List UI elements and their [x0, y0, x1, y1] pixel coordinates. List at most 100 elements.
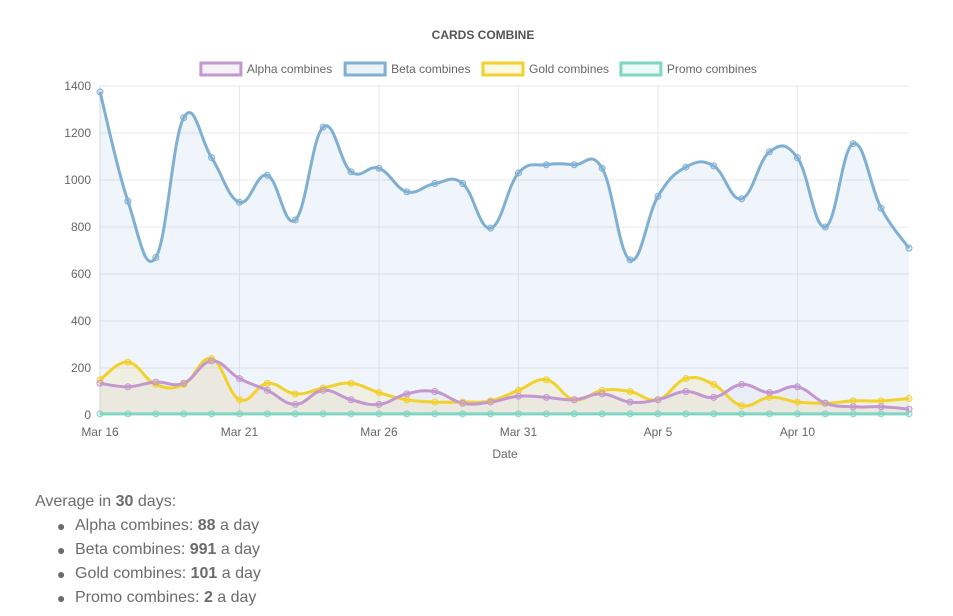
data-point[interactable]: [403, 410, 411, 418]
data-point[interactable]: [766, 393, 774, 401]
data-point[interactable]: [542, 393, 550, 401]
data-point[interactable]: [375, 400, 383, 408]
data-point[interactable]: [347, 396, 355, 404]
data-point[interactable]: [208, 355, 216, 363]
data-point[interactable]: [180, 410, 188, 418]
data-point[interactable]: [654, 410, 662, 418]
data-point[interactable]: [487, 224, 495, 232]
data-point[interactable]: [459, 399, 467, 407]
chart-legend[interactable]: Alpha combines Beta combines Gold combines…: [199, 61, 757, 77]
data-point[interactable]: [738, 380, 746, 388]
data-point[interactable]: [598, 410, 606, 418]
data-point[interactable]: [710, 410, 718, 418]
data-point[interactable]: [487, 398, 495, 406]
data-point[interactable]: [124, 358, 132, 366]
data-point[interactable]: [235, 375, 243, 383]
data-point[interactable]: [319, 123, 327, 131]
data-point[interactable]: [598, 386, 606, 394]
data-point[interactable]: [459, 180, 467, 188]
data-point[interactable]: [849, 410, 857, 418]
data-point[interactable]: [877, 397, 885, 405]
data-point[interactable]: [431, 410, 439, 418]
data-point[interactable]: [375, 164, 383, 172]
data-point[interactable]: [877, 403, 885, 411]
data-point[interactable]: [793, 398, 801, 406]
data-point[interactable]: [263, 171, 271, 179]
data-point[interactable]: [152, 410, 160, 418]
data-point[interactable]: [710, 393, 718, 401]
data-point[interactable]: [403, 396, 411, 404]
data-point[interactable]: [766, 389, 774, 397]
data-point[interactable]: [654, 396, 662, 404]
data-point[interactable]: [124, 383, 132, 391]
legend-item[interactable]: Promo combines: [619, 61, 757, 77]
data-point[interactable]: [208, 410, 216, 418]
data-point[interactable]: [570, 161, 578, 169]
data-point[interactable]: [291, 216, 299, 224]
data-point[interactable]: [821, 399, 829, 407]
data-point[interactable]: [710, 380, 718, 388]
data-point[interactable]: [514, 392, 522, 400]
data-point[interactable]: [347, 410, 355, 418]
data-point[interactable]: [403, 188, 411, 196]
data-point[interactable]: [793, 383, 801, 391]
data-point[interactable]: [152, 380, 160, 388]
data-point[interactable]: [542, 161, 550, 169]
data-point[interactable]: [793, 410, 801, 418]
data-point[interactable]: [514, 410, 522, 418]
data-point[interactable]: [124, 410, 132, 418]
data-point[interactable]: [542, 376, 550, 384]
data-point[interactable]: [319, 384, 327, 392]
data-point[interactable]: [766, 148, 774, 156]
data-point[interactable]: [682, 375, 690, 383]
data-point[interactable]: [431, 388, 439, 395]
data-point[interactable]: [96, 379, 104, 387]
data-point[interactable]: [626, 398, 634, 406]
data-point[interactable]: [431, 398, 439, 406]
data-point[interactable]: [208, 154, 216, 162]
data-point[interactable]: [291, 390, 299, 398]
data-point[interactable]: [459, 410, 467, 418]
data-point[interactable]: [291, 400, 299, 408]
data-point[interactable]: [598, 390, 606, 398]
series-points[interactable]: [96, 88, 913, 418]
data-point[interactable]: [180, 379, 188, 387]
data-point[interactable]: [152, 254, 160, 262]
data-point[interactable]: [235, 198, 243, 206]
data-point[interactable]: [793, 154, 801, 162]
data-point[interactable]: [347, 168, 355, 176]
data-point[interactable]: [291, 410, 299, 418]
data-point[interactable]: [598, 164, 606, 172]
data-point[interactable]: [626, 256, 634, 264]
data-point[interactable]: [905, 244, 913, 252]
data-point[interactable]: [821, 223, 829, 231]
data-point[interactable]: [905, 410, 913, 418]
data-point[interactable]: [626, 410, 634, 418]
data-point[interactable]: [96, 88, 104, 96]
data-point[interactable]: [263, 386, 271, 394]
data-point[interactable]: [403, 390, 411, 398]
legend-item[interactable]: Alpha combines: [199, 61, 332, 77]
data-point[interactable]: [654, 192, 662, 200]
data-point[interactable]: [347, 379, 355, 387]
data-point[interactable]: [152, 378, 160, 386]
data-point[interactable]: [235, 396, 243, 404]
data-point[interactable]: [235, 410, 243, 418]
data-point[interactable]: [738, 195, 746, 203]
data-point[interactable]: [487, 410, 495, 418]
data-point[interactable]: [375, 389, 383, 397]
data-point[interactable]: [431, 180, 439, 188]
data-point[interactable]: [849, 403, 857, 411]
data-point[interactable]: [710, 162, 718, 170]
data-point[interactable]: [319, 386, 327, 394]
data-point[interactable]: [682, 388, 690, 395]
data-point[interactable]: [375, 410, 383, 418]
data-point[interactable]: [682, 163, 690, 171]
data-point[interactable]: [905, 405, 913, 413]
data-point[interactable]: [905, 395, 913, 403]
data-point[interactable]: [738, 402, 746, 410]
data-point[interactable]: [542, 410, 550, 418]
data-point[interactable]: [626, 388, 634, 395]
data-point[interactable]: [180, 114, 188, 122]
data-point[interactable]: [319, 410, 327, 418]
